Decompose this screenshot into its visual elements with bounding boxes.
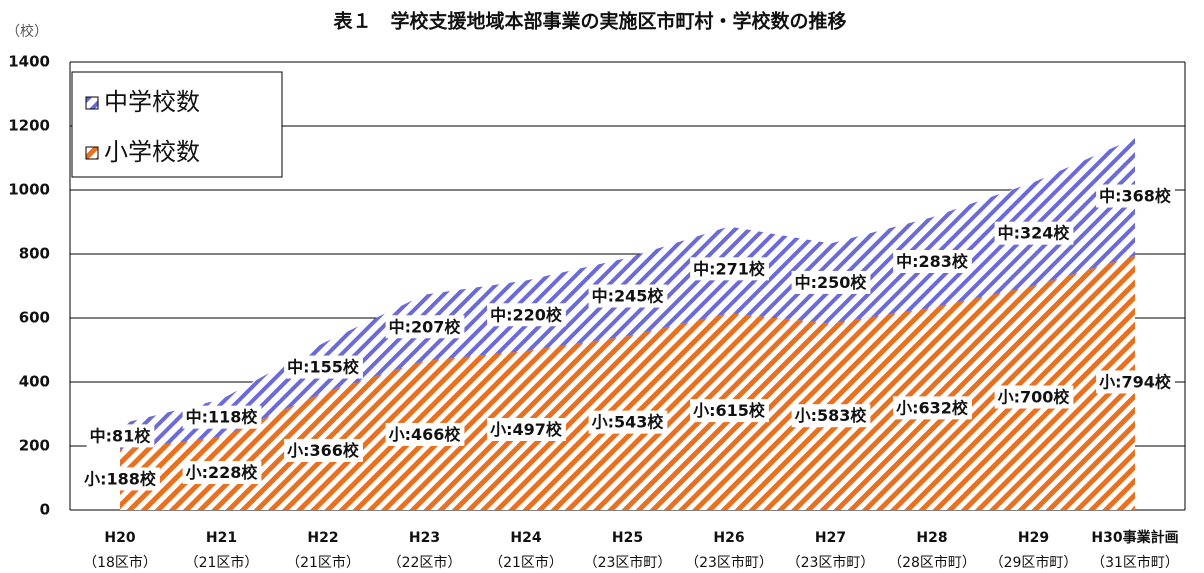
label-bg — [588, 284, 668, 308]
x-tick-label: H27 — [815, 530, 846, 546]
x-tick-label: H24 — [510, 530, 541, 546]
label-bg — [893, 249, 972, 273]
area — [120, 255, 1135, 510]
label-bg — [791, 404, 871, 428]
data-label: 中:155校 — [287, 358, 360, 377]
label-bg — [284, 438, 363, 462]
x-tick-label: H28 — [916, 530, 947, 546]
x-tick-label: H23 — [409, 530, 440, 546]
x-tick-label: H29 — [1018, 530, 1049, 546]
y-tick-label: 1000 — [8, 181, 50, 199]
data-label: 中:245校 — [592, 287, 665, 306]
data-label: 小:188校 — [84, 469, 157, 488]
label-bg — [182, 461, 262, 485]
label-bg — [86, 424, 155, 448]
data-label: 小:543校 — [592, 413, 665, 432]
label-bg — [385, 315, 465, 339]
data-label: 中:250校 — [795, 273, 868, 292]
data-label: 中:324校 — [998, 224, 1071, 243]
x-tick-label: H21 — [206, 530, 237, 546]
x-tick-note: （31区市町） — [1091, 554, 1179, 571]
data-label: 小:497校 — [490, 420, 563, 439]
label-bg — [791, 270, 871, 294]
chart-title: 表１ 学校支援地域本部事業の実施区市町村・学校数の推移 — [333, 10, 846, 33]
data-label: 中:220校 — [490, 305, 563, 324]
y-tick-label: 1400 — [8, 53, 50, 71]
data-label: 小:466校 — [389, 425, 462, 444]
data-label: 中:283校 — [896, 252, 969, 271]
data-label: 小:615校 — [693, 401, 766, 420]
data-label: 中:368校 — [1099, 187, 1172, 206]
label-bg — [487, 303, 566, 327]
y-tick-label: 800 — [19, 245, 50, 263]
x-tick-label: H30事業計画 — [1091, 529, 1178, 546]
x-tick-note: （29区市町） — [990, 554, 1078, 571]
x-tick-note: （21区市） — [286, 554, 360, 571]
label-bg — [182, 405, 262, 429]
data-label: 小:632校 — [896, 398, 969, 417]
label-bg — [385, 422, 465, 446]
data-label: 中:81校 — [90, 426, 152, 445]
legend-label: 小学校数 — [104, 138, 200, 166]
x-tick-label: H26 — [713, 530, 744, 546]
x-tick-note: （21区市） — [489, 554, 563, 571]
y-tick-label: 600 — [19, 309, 50, 327]
label-bg — [588, 410, 668, 434]
y-tick-label: 400 — [19, 373, 50, 391]
label-bg — [487, 417, 566, 441]
y-axis-label: （校） — [6, 23, 48, 40]
legend-box — [71, 71, 283, 178]
data-label: 小:794校 — [1099, 372, 1172, 391]
label-bg — [893, 396, 972, 420]
data-label: 中:118校 — [186, 408, 259, 427]
data-label: 小:700校 — [998, 388, 1071, 407]
x-tick-note: （22区市） — [388, 554, 462, 571]
label-bg — [81, 467, 160, 491]
label-bg — [690, 399, 769, 423]
y-tick-label: 0 — [40, 501, 50, 519]
x-tick-note: （18区市） — [83, 554, 157, 571]
y-tick-label: 1200 — [8, 117, 50, 135]
label-bg — [284, 355, 363, 379]
x-tick-label: H20 — [104, 530, 135, 546]
data-label: 小:583校 — [795, 406, 868, 425]
x-tick-note: （28区市町） — [888, 554, 976, 571]
x-tick-note: （23区市町） — [584, 554, 672, 571]
legend-label: 中学校数 — [104, 88, 200, 116]
y-tick-label: 200 — [19, 437, 50, 455]
label-bg — [690, 257, 769, 281]
data-label: 中:271校 — [693, 259, 766, 278]
data-label: 中:207校 — [389, 317, 462, 336]
label-bg — [994, 221, 1074, 245]
x-tick-label: H25 — [612, 530, 643, 546]
data-label: 小:366校 — [287, 441, 360, 460]
label-bg — [994, 385, 1074, 409]
legend-swatch — [85, 146, 99, 160]
x-tick-note: （23区市町） — [685, 554, 773, 571]
x-tick-label: H22 — [307, 530, 338, 546]
data-label: 小:228校 — [186, 463, 259, 482]
legend-swatch — [85, 96, 99, 110]
label-bg — [1096, 184, 1175, 208]
label-bg — [1096, 370, 1175, 394]
x-tick-note: （21区市） — [185, 554, 259, 571]
x-tick-note: （23区市町） — [787, 554, 875, 571]
